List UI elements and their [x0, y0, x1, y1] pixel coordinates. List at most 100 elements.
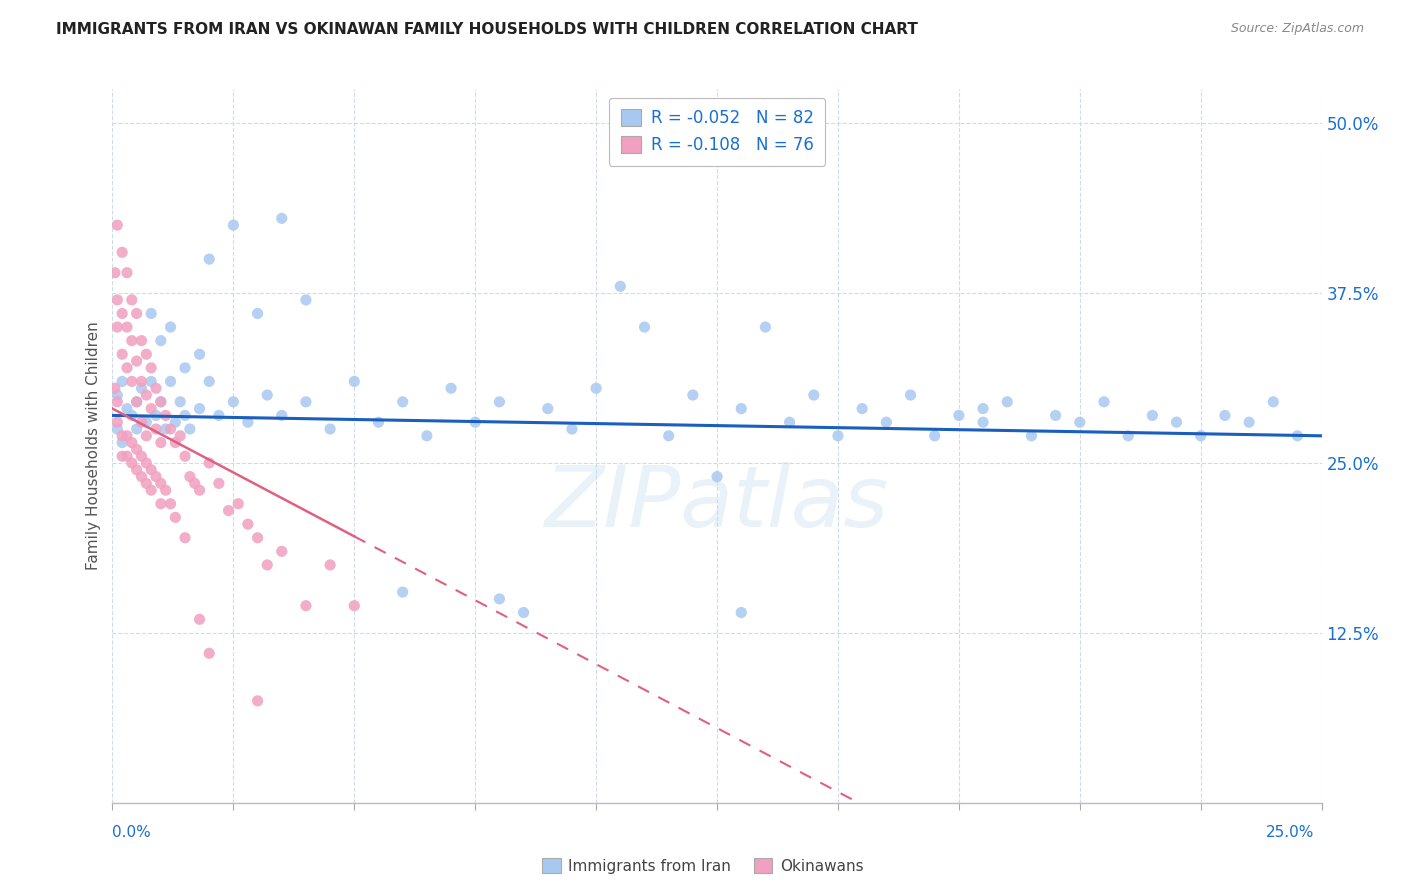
Point [141, 463, 163, 477]
Point [561, 422, 583, 436]
Point [111, 347, 134, 361]
Point [972, 415, 994, 429]
Point [105, 293, 128, 307]
Point [135, 429, 157, 443]
Point [730, 606, 752, 620]
Point [218, 503, 240, 517]
Point [208, 409, 231, 423]
Point [1189, 429, 1212, 443]
Point [111, 435, 134, 450]
Legend: R = -0.052   N = 82, R = -0.108   N = 76: R = -0.052 N = 82, R = -0.108 N = 76 [609, 97, 825, 166]
Point [995, 394, 1018, 409]
Point [295, 599, 318, 613]
Point [270, 211, 292, 226]
Point [246, 531, 269, 545]
Point [125, 394, 148, 409]
Point [246, 306, 269, 320]
Point [104, 381, 127, 395]
Point [131, 381, 153, 395]
Point [222, 394, 245, 409]
Point [1021, 429, 1043, 443]
Text: ZIPatlas: ZIPatlas [546, 461, 889, 545]
Point [141, 401, 163, 416]
Point [730, 401, 752, 416]
Point [125, 354, 148, 368]
Point [1286, 429, 1309, 443]
Point [155, 422, 177, 436]
Point [105, 422, 128, 436]
Point [165, 435, 187, 450]
Point [658, 429, 681, 443]
Point [131, 375, 153, 389]
Point [141, 483, 163, 498]
Point [188, 612, 211, 626]
Point [754, 320, 776, 334]
Point [149, 334, 172, 348]
Point [149, 476, 172, 491]
Point [1069, 415, 1091, 429]
Point [391, 394, 413, 409]
Point [169, 394, 191, 409]
Point [198, 646, 221, 660]
Point [1237, 415, 1260, 429]
Point [1166, 415, 1188, 429]
Point [125, 394, 148, 409]
Point [198, 252, 221, 266]
Point [159, 497, 181, 511]
Point [145, 409, 167, 423]
Point [367, 415, 389, 429]
Point [464, 415, 486, 429]
Point [319, 422, 342, 436]
Point [256, 558, 278, 572]
Point [875, 415, 897, 429]
Point [948, 409, 970, 423]
Point [1092, 394, 1115, 409]
Point [188, 401, 211, 416]
Point [105, 388, 128, 402]
Point [135, 456, 157, 470]
Point [1213, 409, 1236, 423]
Point [115, 401, 138, 416]
Point [115, 320, 138, 334]
Point [236, 415, 259, 429]
Point [174, 360, 197, 375]
Point [149, 394, 172, 409]
Point [222, 218, 245, 232]
Point [159, 422, 181, 436]
Point [159, 375, 181, 389]
Point [115, 360, 138, 375]
Point [295, 394, 318, 409]
Point [270, 544, 292, 558]
Point [343, 375, 366, 389]
Point [111, 375, 134, 389]
Point [135, 415, 157, 429]
Point [537, 401, 560, 416]
Point [1116, 429, 1139, 443]
Point [174, 409, 197, 423]
Point [121, 293, 143, 307]
Point [111, 245, 134, 260]
Point [131, 415, 153, 429]
Point [900, 388, 922, 402]
Point [609, 279, 631, 293]
Point [343, 599, 366, 613]
Point [165, 510, 187, 524]
Point [149, 394, 172, 409]
Point [391, 585, 413, 599]
Point [105, 394, 128, 409]
Point [803, 388, 825, 402]
Point [827, 429, 849, 443]
Point [131, 449, 153, 463]
Point [1263, 394, 1285, 409]
Point [226, 497, 249, 511]
Point [149, 497, 172, 511]
Point [246, 694, 269, 708]
Point [270, 409, 292, 423]
Point [121, 409, 143, 423]
Point [488, 394, 510, 409]
Point [183, 476, 205, 491]
Point [188, 347, 211, 361]
Point [141, 306, 163, 320]
Point [169, 429, 191, 443]
Point [145, 381, 167, 395]
